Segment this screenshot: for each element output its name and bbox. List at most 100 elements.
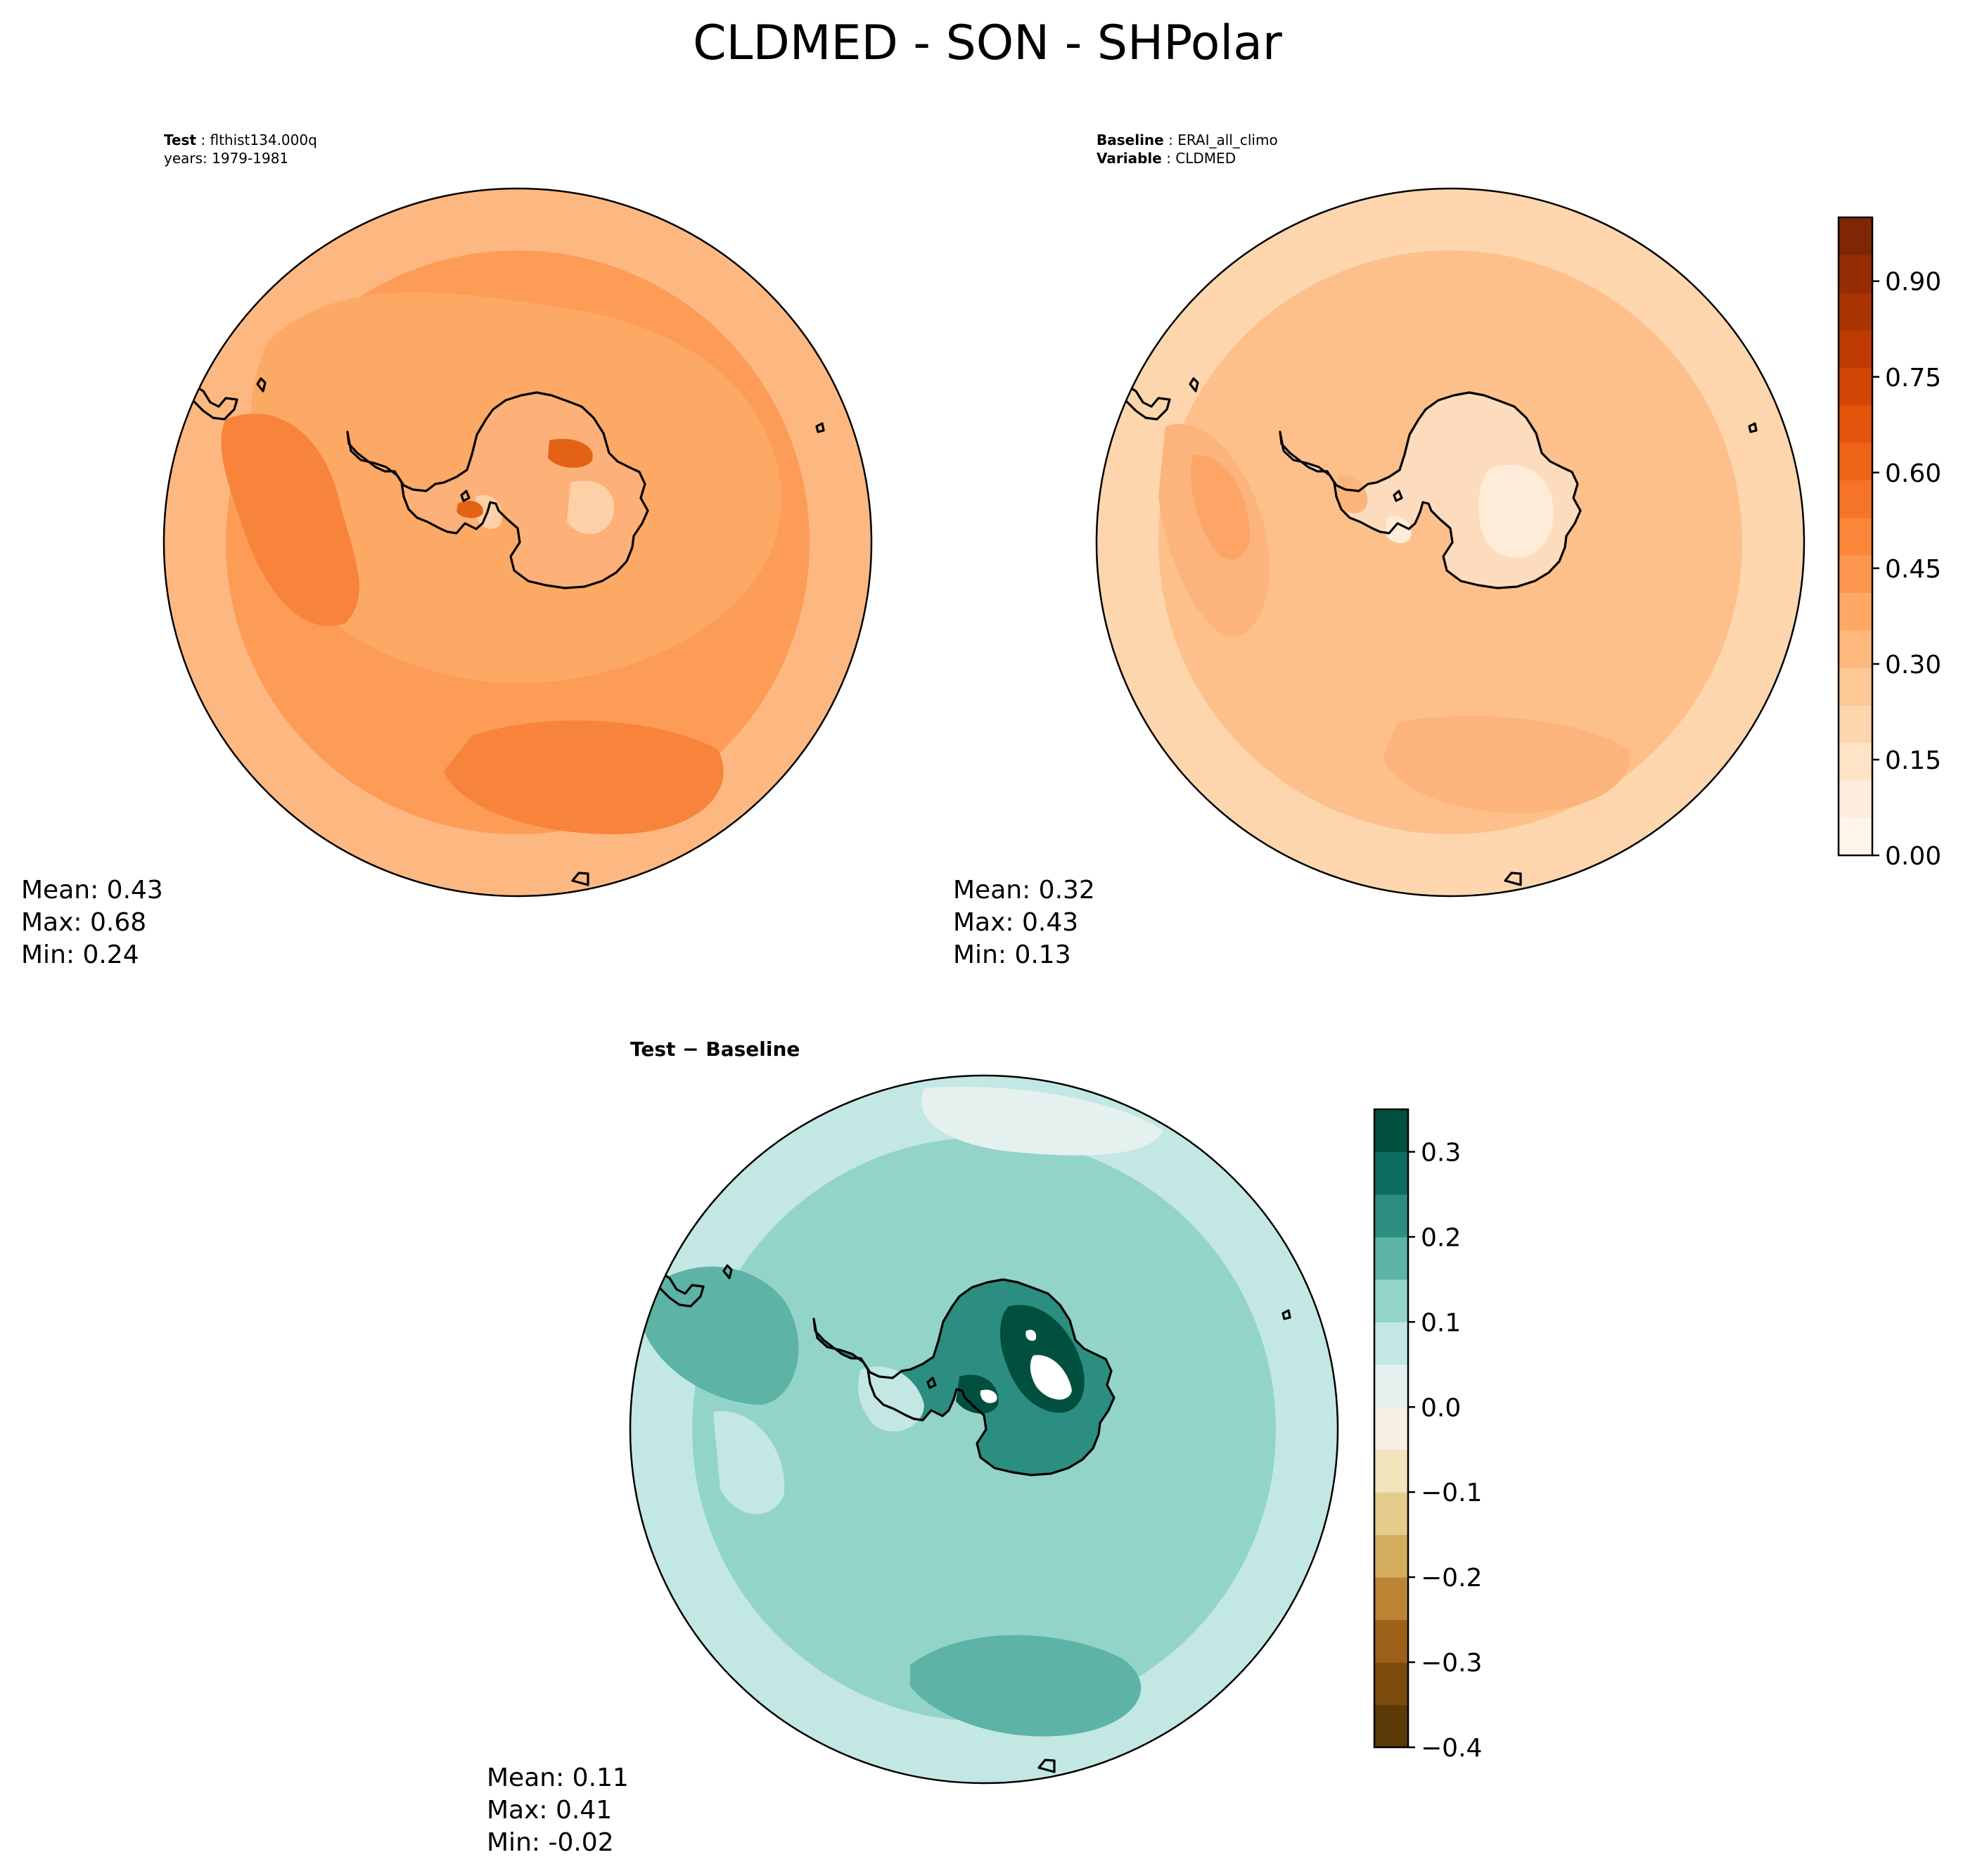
cbar-main-tick-label-6: 0.90 <box>1885 268 1941 297</box>
test-antarctica-coast <box>346 391 649 589</box>
test-max: Max: 0.68 <box>21 908 147 937</box>
diff-island-1 <box>1281 1309 1291 1320</box>
diff-polar-map <box>629 1074 1339 1785</box>
diff-contour-10 <box>980 1389 997 1403</box>
baseline-header-value: ERAI_all_climo <box>1177 132 1278 148</box>
cbar-diff-swatch-4 <box>1374 1534 1408 1578</box>
diff-island-2 <box>1037 1759 1056 1773</box>
test-boundary <box>162 187 873 898</box>
baseline-header: Baseline : ERAI_all_climo Variable : CLD… <box>1097 132 1278 167</box>
test-mean: Mean: 0.43 <box>21 876 163 905</box>
diff-field <box>630 1076 1338 1783</box>
cbar-diff-swatch-1 <box>1374 1662 1408 1706</box>
cbar-main-swatch-1 <box>1839 780 1872 819</box>
variable-value: CLDMED <box>1175 150 1236 167</box>
cbar-diff-swatch-11 <box>1374 1237 1408 1280</box>
cbar-main-swatch-11 <box>1839 404 1872 443</box>
diff-header: Test − Baseline <box>630 1038 800 1061</box>
cbar-main-swatch-2 <box>1839 742 1872 781</box>
cbar-main-swatch-13 <box>1839 330 1872 368</box>
test-island-3 <box>460 490 471 502</box>
base-contour-5 <box>1478 464 1554 558</box>
diff-contour-1 <box>921 1087 1163 1156</box>
cbar-main-tick-label-0: 0.00 <box>1885 842 1941 871</box>
cbar-main-tick-label-5: 0.75 <box>1885 364 1941 393</box>
colorbar-diff: −0.4 −0.3 −0.2 −0.1 0.0 0.1 0.2 0.3 <box>1373 1108 1482 1763</box>
cbar-diff-tick-label-4: 0.0 <box>1421 1393 1461 1422</box>
cbar-main-swatch-0 <box>1839 817 1872 856</box>
cbar-main-swatch-9 <box>1839 480 1872 518</box>
cbar-main-swatch-15 <box>1839 255 1872 293</box>
cbar-diff-swatch-6 <box>1374 1449 1408 1493</box>
variable-label: Variable <box>1097 150 1162 167</box>
cbar-diff-frame <box>1373 1108 1410 1749</box>
test-years: years: 1979-1981 <box>164 150 289 167</box>
cbar-main-tick-label-1: 0.15 <box>1885 746 1941 775</box>
diff-island-0 <box>722 1264 733 1280</box>
baseline-stats: Mean: 0.32 Max: 0.43 Min: 0.13 <box>953 874 1095 971</box>
figure-title: CLDMED - SON - SHPolar <box>693 15 1282 71</box>
cbar-diff-tick-label-0: −0.4 <box>1421 1734 1482 1763</box>
diff-contour-2 <box>643 1266 799 1405</box>
diff-stats: Mean: 0.11 Max: 0.41 Min: -0.02 <box>487 1762 629 1859</box>
diff-min: Min: -0.02 <box>487 1828 614 1857</box>
diff-contour-3 <box>910 1635 1142 1737</box>
base-contour-7 <box>1336 475 1368 513</box>
cbar-main-swatch-10 <box>1839 442 1872 480</box>
cbar-diff-swatch-14 <box>1374 1109 1408 1152</box>
base-island-0 <box>1189 377 1199 393</box>
cbar-main-tick-label-2: 0.30 <box>1885 651 1941 679</box>
diff-antarctica-coast <box>812 1278 1116 1476</box>
baseline-mean: Mean: 0.32 <box>953 876 1095 905</box>
test-header-value: flthist134.000q <box>210 132 317 148</box>
diff-max: Max: 0.41 <box>487 1796 613 1825</box>
cbar-main-swatch-16 <box>1839 217 1872 255</box>
baseline-max: Max: 0.43 <box>953 908 1079 937</box>
base-contour-3 <box>1191 454 1250 560</box>
cbar-diff-tick-label-3: −0.1 <box>1421 1479 1482 1507</box>
test-min: Min: 0.24 <box>21 940 139 969</box>
diff-ocean-base <box>630 1076 1338 1783</box>
cbar-diff-swatch-3 <box>1374 1577 1408 1621</box>
colorbar-main: 0.00 0.15 0.30 0.45 0.60 0.75 0.90 <box>1837 216 1941 871</box>
test-island-1 <box>815 422 825 433</box>
cbar-diff-swatch-5 <box>1374 1492 1408 1536</box>
test-header-label: Test <box>164 132 197 148</box>
base-ocean-base <box>1097 189 1804 896</box>
cbar-diff-swatch-7 <box>1374 1407 1408 1450</box>
diff-boundary <box>629 1074 1339 1785</box>
cbar-main-swatch-12 <box>1839 367 1872 406</box>
cbar-diff-swatch-12 <box>1374 1194 1408 1237</box>
cbar-diff-tick-label-5: 0.1 <box>1421 1308 1461 1337</box>
base-island-2 <box>1504 872 1522 886</box>
test-polar-map <box>162 187 873 898</box>
cbar-diff-swatch-13 <box>1374 1151 1408 1195</box>
diff-mean: Mean: 0.11 <box>487 1763 629 1792</box>
cbar-diff-swatch-8 <box>1374 1364 1408 1408</box>
baseline-polar-map <box>1095 187 1805 898</box>
test-contour-2 <box>221 414 359 626</box>
cbar-diff-swatch-2 <box>1374 1619 1408 1663</box>
test-contour-7 <box>548 438 593 468</box>
diff-contour-8 <box>956 1374 999 1414</box>
test-header: Test : flthist134.000q years: 1979-1981 <box>164 132 317 167</box>
test-field <box>164 189 871 896</box>
cbar-main-tick-label-3: 0.45 <box>1885 555 1941 584</box>
base-field <box>1097 189 1804 896</box>
cbar-diff-tick-label-2: −0.2 <box>1421 1564 1482 1593</box>
cbar-diff-tick-label-6: 0.2 <box>1421 1223 1461 1252</box>
baseline-min: Min: 0.13 <box>953 940 1071 969</box>
test-island-0 <box>256 377 267 393</box>
cbar-main-tick-label-4: 0.60 <box>1885 459 1941 488</box>
base-contour-2 <box>1383 716 1630 813</box>
cbar-main-swatch-3 <box>1839 705 1872 744</box>
cbar-diff-tick-label-1: −0.3 <box>1421 1649 1482 1678</box>
test-stats: Mean: 0.43 Max: 0.68 Min: 0.24 <box>21 874 163 971</box>
cbar-main-swatch-8 <box>1839 517 1872 556</box>
base-island-3 <box>1393 490 1403 502</box>
diff-contour-9 <box>1030 1355 1072 1400</box>
base-boundary <box>1095 187 1805 898</box>
test-contour-5 <box>567 480 614 535</box>
baseline-header-label: Baseline <box>1097 132 1164 148</box>
diff-contour-11 <box>1025 1329 1037 1341</box>
